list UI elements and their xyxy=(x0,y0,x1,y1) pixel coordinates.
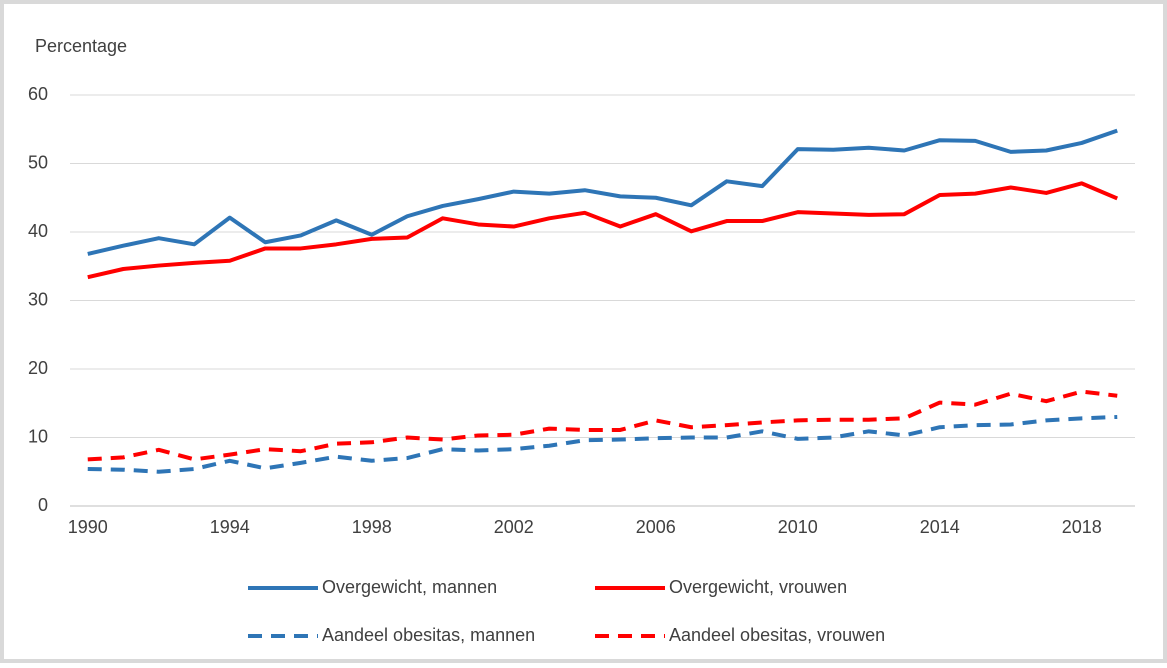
y-tick-label: 20 xyxy=(28,358,48,378)
y-tick-label: 30 xyxy=(28,289,48,309)
x-tick-label: 2002 xyxy=(494,517,534,537)
legend-label: Overgewicht, vrouwen xyxy=(669,577,847,597)
x-tick-label: 2006 xyxy=(636,517,676,537)
x-tick-label: 2018 xyxy=(1062,517,1102,537)
series-line xyxy=(87,414,1118,474)
series-line xyxy=(87,389,1118,462)
x-tick-label: 1998 xyxy=(352,517,392,537)
x-tick-label: 1994 xyxy=(210,517,250,537)
x-tick-label: 2010 xyxy=(778,517,818,537)
x-tick-label: 1990 xyxy=(68,517,108,537)
y-tick-label: 0 xyxy=(38,495,48,515)
series-line xyxy=(87,128,1118,256)
legend-label: Aandeel obesitas, mannen xyxy=(322,625,535,645)
y-tick-label: 10 xyxy=(28,426,48,446)
legend-label: Aandeel obesitas, vrouwen xyxy=(669,625,885,645)
y-tick-label: 60 xyxy=(28,84,48,104)
y-tick-label: 50 xyxy=(28,152,48,172)
x-tick-label: 2014 xyxy=(920,517,960,537)
y-axis-label: Percentage xyxy=(35,36,127,56)
y-tick-label: 40 xyxy=(28,221,48,241)
legend-label: Overgewicht, mannen xyxy=(322,577,497,597)
series-line xyxy=(87,181,1119,280)
